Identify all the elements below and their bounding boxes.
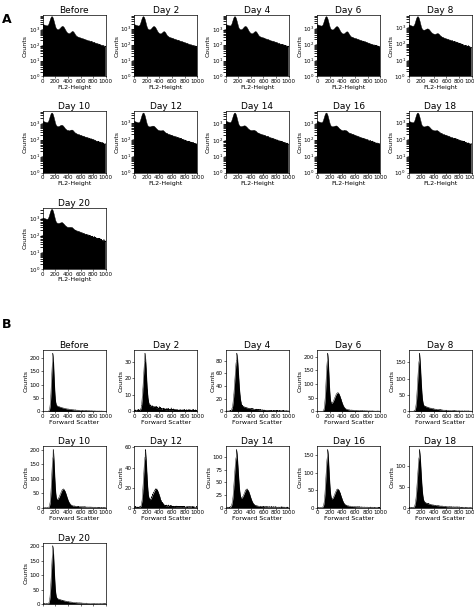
Y-axis label: Counts: Counts [207, 466, 211, 488]
Title: Day 4: Day 4 [244, 6, 270, 15]
Y-axis label: Counts: Counts [390, 370, 394, 392]
Y-axis label: Counts: Counts [206, 131, 211, 153]
Y-axis label: Counts: Counts [23, 35, 28, 57]
X-axis label: FL2-Height: FL2-Height [423, 181, 457, 186]
Title: Day 10: Day 10 [58, 103, 90, 112]
Text: B: B [2, 318, 12, 331]
Y-axis label: Counts: Counts [118, 370, 124, 392]
Title: Day 10: Day 10 [58, 438, 90, 446]
Title: Before: Before [59, 341, 89, 350]
Y-axis label: Counts: Counts [118, 466, 124, 488]
Title: Before: Before [59, 6, 89, 15]
Y-axis label: Counts: Counts [24, 370, 29, 392]
Title: Day 18: Day 18 [424, 103, 456, 112]
Title: Day 12: Day 12 [150, 103, 182, 112]
Title: Day 8: Day 8 [427, 6, 453, 15]
Title: Day 4: Day 4 [244, 341, 270, 350]
Y-axis label: Counts: Counts [298, 466, 303, 488]
Title: Day 14: Day 14 [241, 103, 273, 112]
Y-axis label: Counts: Counts [210, 370, 215, 392]
Y-axis label: Counts: Counts [297, 35, 302, 57]
X-axis label: FL2-Height: FL2-Height [57, 277, 91, 282]
X-axis label: FL2-Height: FL2-Height [331, 85, 366, 90]
X-axis label: Forward Scatter: Forward Scatter [141, 516, 191, 521]
Y-axis label: Counts: Counts [389, 131, 394, 153]
Text: A: A [2, 13, 12, 26]
X-axis label: Forward Scatter: Forward Scatter [324, 420, 374, 425]
X-axis label: FL2-Height: FL2-Height [423, 85, 457, 90]
Title: Day 18: Day 18 [424, 438, 456, 446]
X-axis label: FL2-Height: FL2-Height [331, 181, 366, 186]
Title: Day 20: Day 20 [58, 534, 90, 543]
X-axis label: FL2-Height: FL2-Height [57, 181, 91, 186]
Title: Day 6: Day 6 [336, 6, 362, 15]
X-axis label: Forward Scatter: Forward Scatter [141, 420, 191, 425]
Title: Day 6: Day 6 [336, 341, 362, 350]
X-axis label: FL2-Height: FL2-Height [240, 85, 274, 90]
Y-axis label: Counts: Counts [390, 466, 394, 488]
X-axis label: FL2-Height: FL2-Height [148, 181, 183, 186]
Title: Day 8: Day 8 [427, 341, 453, 350]
Y-axis label: Counts: Counts [206, 35, 211, 57]
X-axis label: Forward Scatter: Forward Scatter [415, 516, 465, 521]
X-axis label: Forward Scatter: Forward Scatter [232, 420, 282, 425]
X-axis label: Forward Scatter: Forward Scatter [49, 516, 99, 521]
Y-axis label: Counts: Counts [24, 466, 29, 488]
Title: Day 16: Day 16 [333, 438, 365, 446]
Y-axis label: Counts: Counts [298, 370, 303, 392]
Y-axis label: Counts: Counts [297, 131, 302, 153]
Y-axis label: Counts: Counts [23, 228, 28, 249]
Title: Day 12: Day 12 [150, 438, 182, 446]
Title: Day 14: Day 14 [241, 438, 273, 446]
Y-axis label: Counts: Counts [23, 131, 28, 153]
Y-axis label: Counts: Counts [389, 35, 394, 57]
X-axis label: FL2-Height: FL2-Height [57, 85, 91, 90]
X-axis label: Forward Scatter: Forward Scatter [415, 420, 465, 425]
X-axis label: FL2-Height: FL2-Height [148, 85, 183, 90]
Y-axis label: Counts: Counts [24, 562, 29, 585]
Title: Day 20: Day 20 [58, 198, 90, 208]
Y-axis label: Counts: Counts [114, 131, 119, 153]
Y-axis label: Counts: Counts [114, 35, 119, 57]
Title: Day 2: Day 2 [153, 341, 179, 350]
Title: Day 2: Day 2 [153, 6, 179, 15]
X-axis label: FL2-Height: FL2-Height [240, 181, 274, 186]
Title: Day 16: Day 16 [333, 103, 365, 112]
X-axis label: Forward Scatter: Forward Scatter [324, 516, 374, 521]
X-axis label: Forward Scatter: Forward Scatter [49, 420, 99, 425]
X-axis label: Forward Scatter: Forward Scatter [232, 516, 282, 521]
